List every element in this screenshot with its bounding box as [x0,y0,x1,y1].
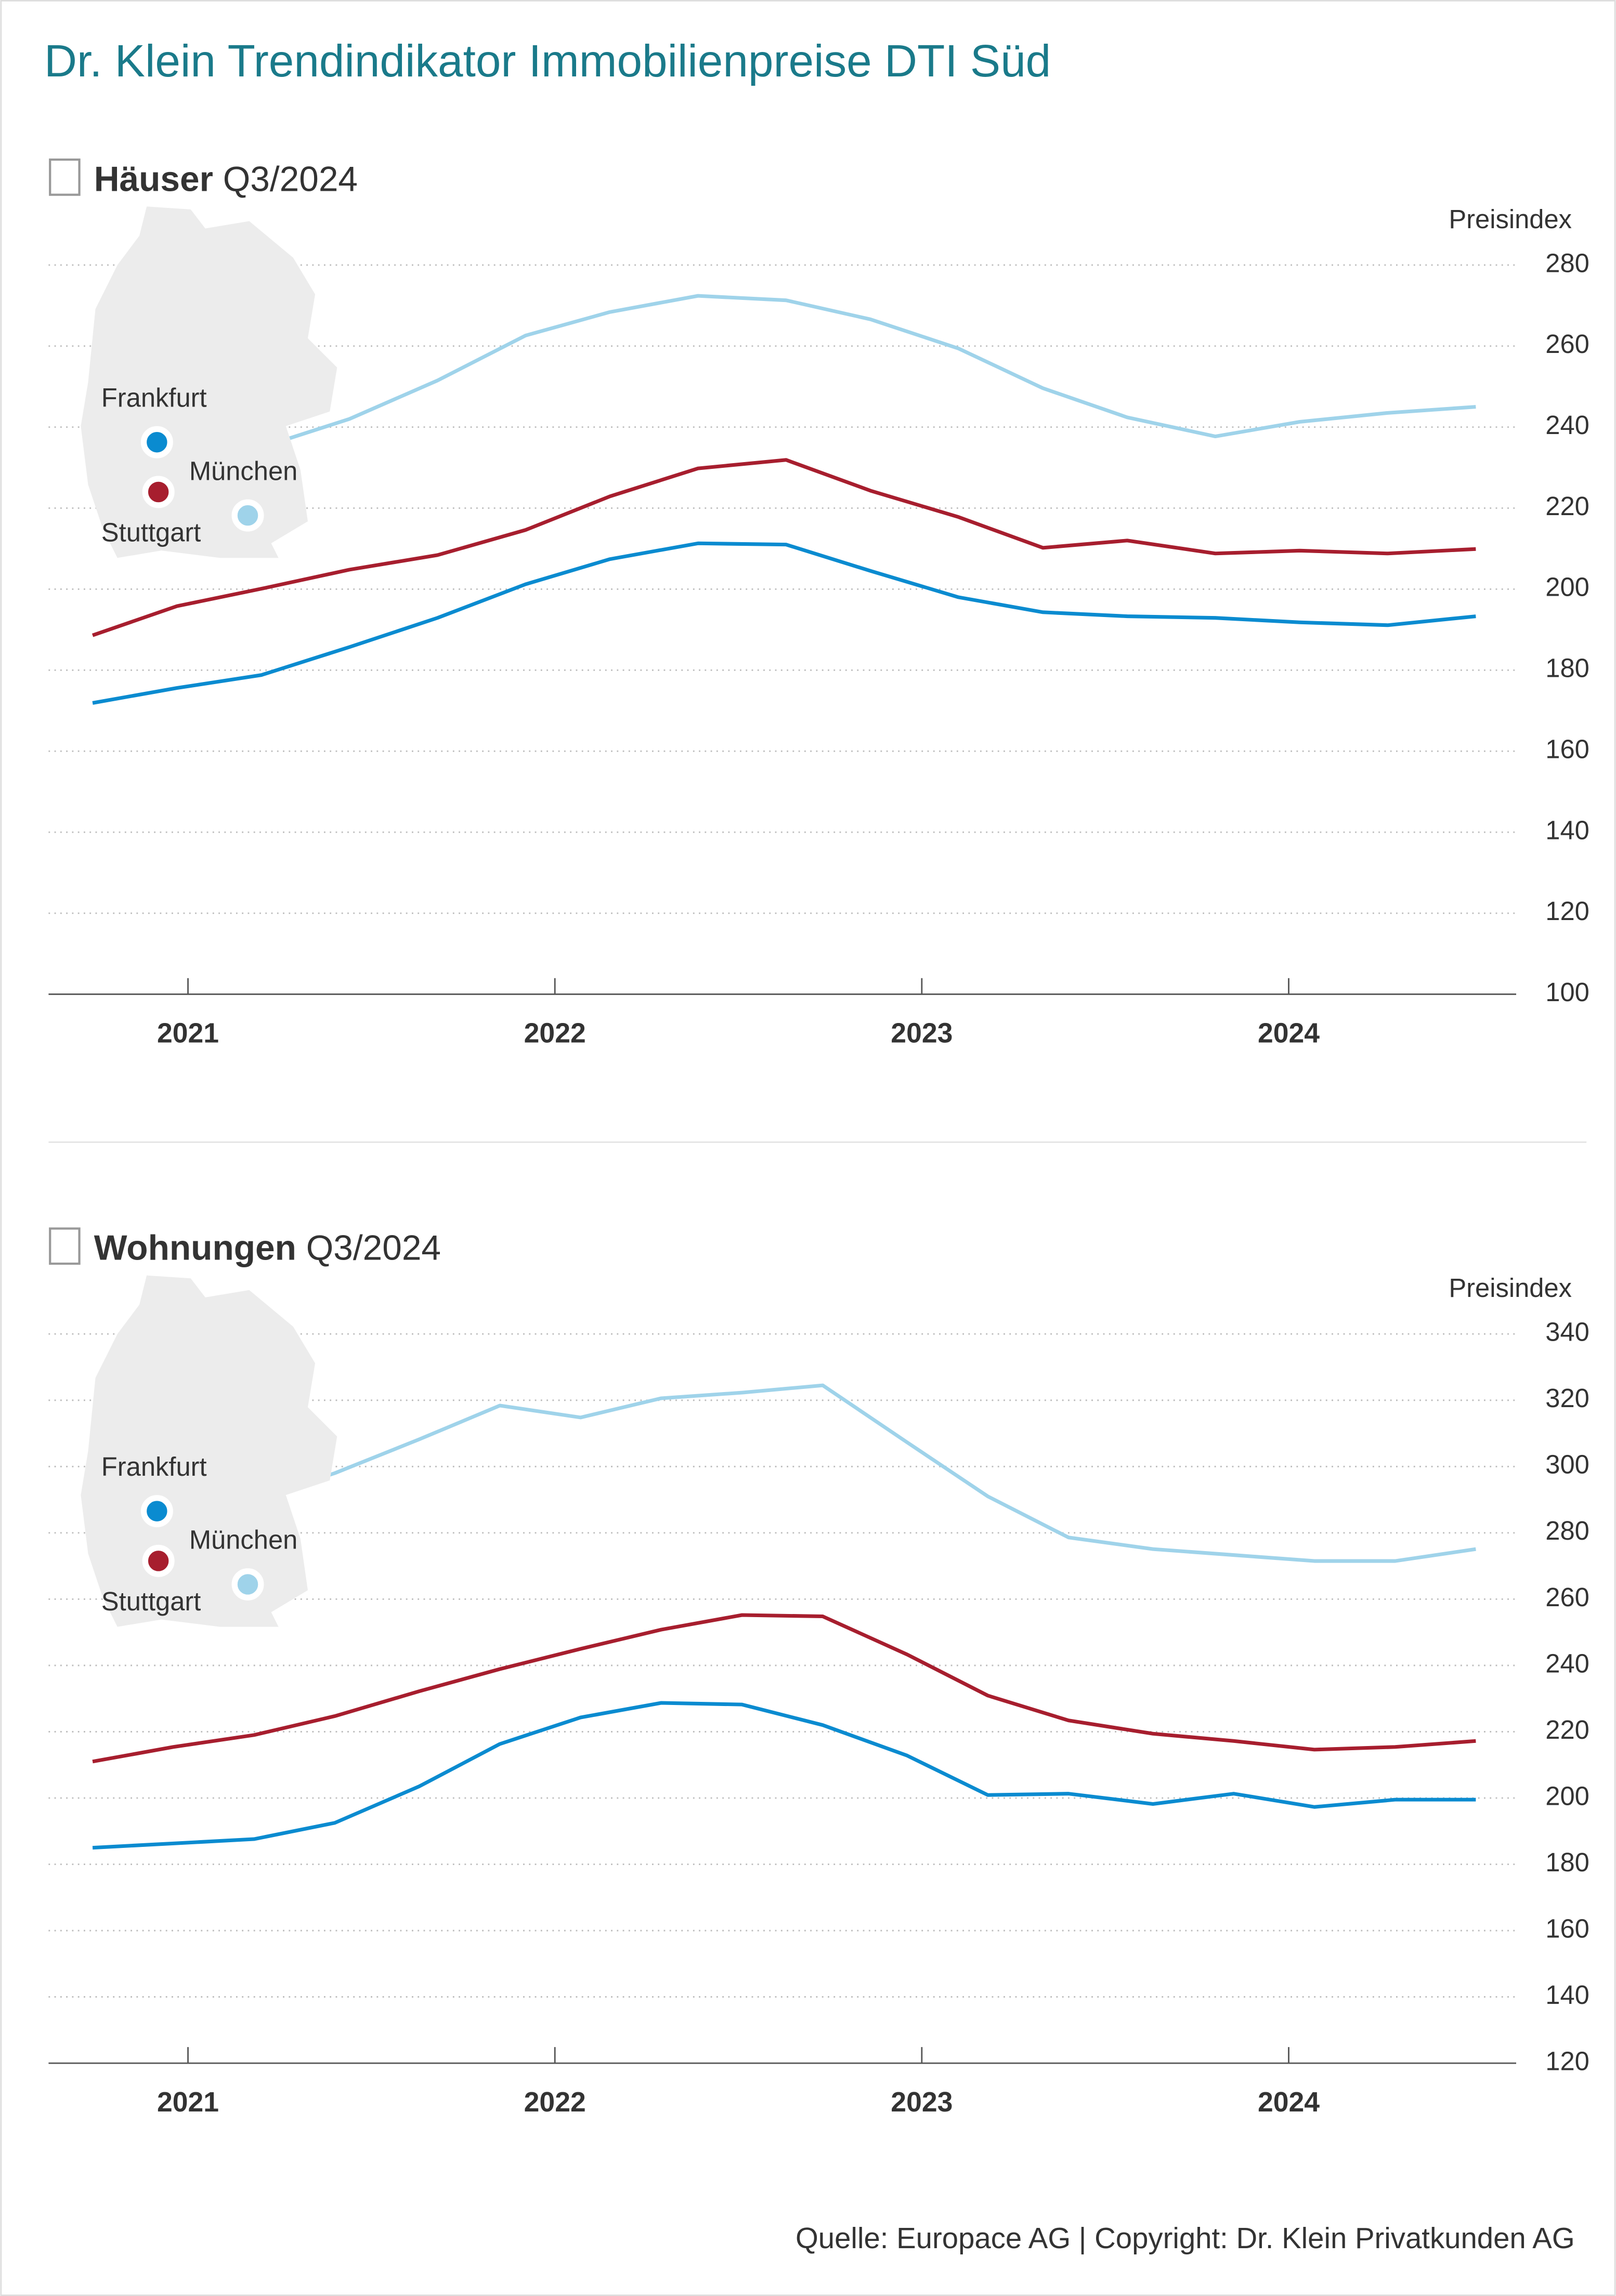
y-tick-label: 180 [1545,1847,1589,1877]
series-line [92,1701,1476,1850]
y-tick-label: 200 [1545,572,1589,602]
legend-label: Frankfurt [101,1452,207,1481]
icon [49,158,81,196]
y-tick-label: 320 [1545,1383,1589,1413]
y-tick-label: 160 [1545,734,1589,764]
legend-dot [140,1495,173,1528]
legend-label: Stuttgart [101,1586,201,1616]
y-tick-label: 120 [1545,896,1589,926]
legend-dot [231,1568,264,1600]
legend-dot [142,476,175,508]
icon [49,1227,81,1265]
y-tick-label: 280 [1545,248,1589,278]
subtitle: Häuser Q3/2024 [94,160,358,199]
x-tick-label: 2024 [1258,2087,1320,2118]
y-tick-label: 100 [1545,977,1589,1007]
x-tick-label: 2021 [157,1018,219,1049]
x-tick-label: 2024 [1258,1018,1320,1049]
y-axis-label: Preisindex [1449,204,1572,234]
subtitle: Wohnungen Q3/2024 [94,1229,441,1268]
legend-label: München [189,1525,298,1555]
y-tick-label: 340 [1545,1317,1589,1347]
legend-dot [231,499,264,532]
x-tick-label: 2021 [157,2087,219,2118]
subtitle-period: Q3/2024 [306,1229,441,1268]
x-tick-label: 2023 [891,1018,953,1049]
chart-title: Dr. Klein Trendindikator Immobilienpreis… [44,35,1051,86]
legend-label: Frankfurt [101,383,207,412]
y-tick-label: 300 [1545,1450,1589,1479]
legend-dot [140,426,173,458]
y-tick-label: 140 [1545,815,1589,845]
source: Quelle: Europace AG | Copyright: Dr. Kle… [796,2222,1575,2254]
series-line [92,458,1476,637]
y-tick-label: 220 [1545,491,1589,521]
x-tick-label: 2022 [524,2087,586,2118]
y-tick-label: 240 [1545,410,1589,440]
legend-dot [142,1544,175,1577]
subtitle-period: Q3/2024 [223,160,358,199]
y-tick-label: 280 [1545,1516,1589,1545]
map [81,206,337,558]
series-line [92,294,1476,482]
y-tick-label: 140 [1545,1980,1589,2010]
series-line [92,1613,1476,1764]
legend-label: München [189,456,298,486]
y-tick-label: 240 [1545,1648,1589,1678]
series-line [92,541,1476,705]
x-tick-label: 2022 [524,1018,586,1049]
y-tick-label: 120 [1545,2046,1589,2076]
y-tick-label: 260 [1545,329,1589,359]
subtitle-name: Wohnungen [94,1229,296,1268]
y-tick-label: 220 [1545,1715,1589,1744]
y-axis-label: Preisindex [1449,1273,1572,1303]
map [81,1275,337,1627]
legend-label: Stuttgart [101,518,201,547]
y-tick-label: 260 [1545,1582,1589,1612]
y-tick-label: 160 [1545,1913,1589,1943]
subtitle-name: Häuser [94,160,213,199]
y-tick-label: 200 [1545,1781,1589,1810]
y-tick-label: 180 [1545,653,1589,683]
x-tick-label: 2023 [891,2087,953,2118]
